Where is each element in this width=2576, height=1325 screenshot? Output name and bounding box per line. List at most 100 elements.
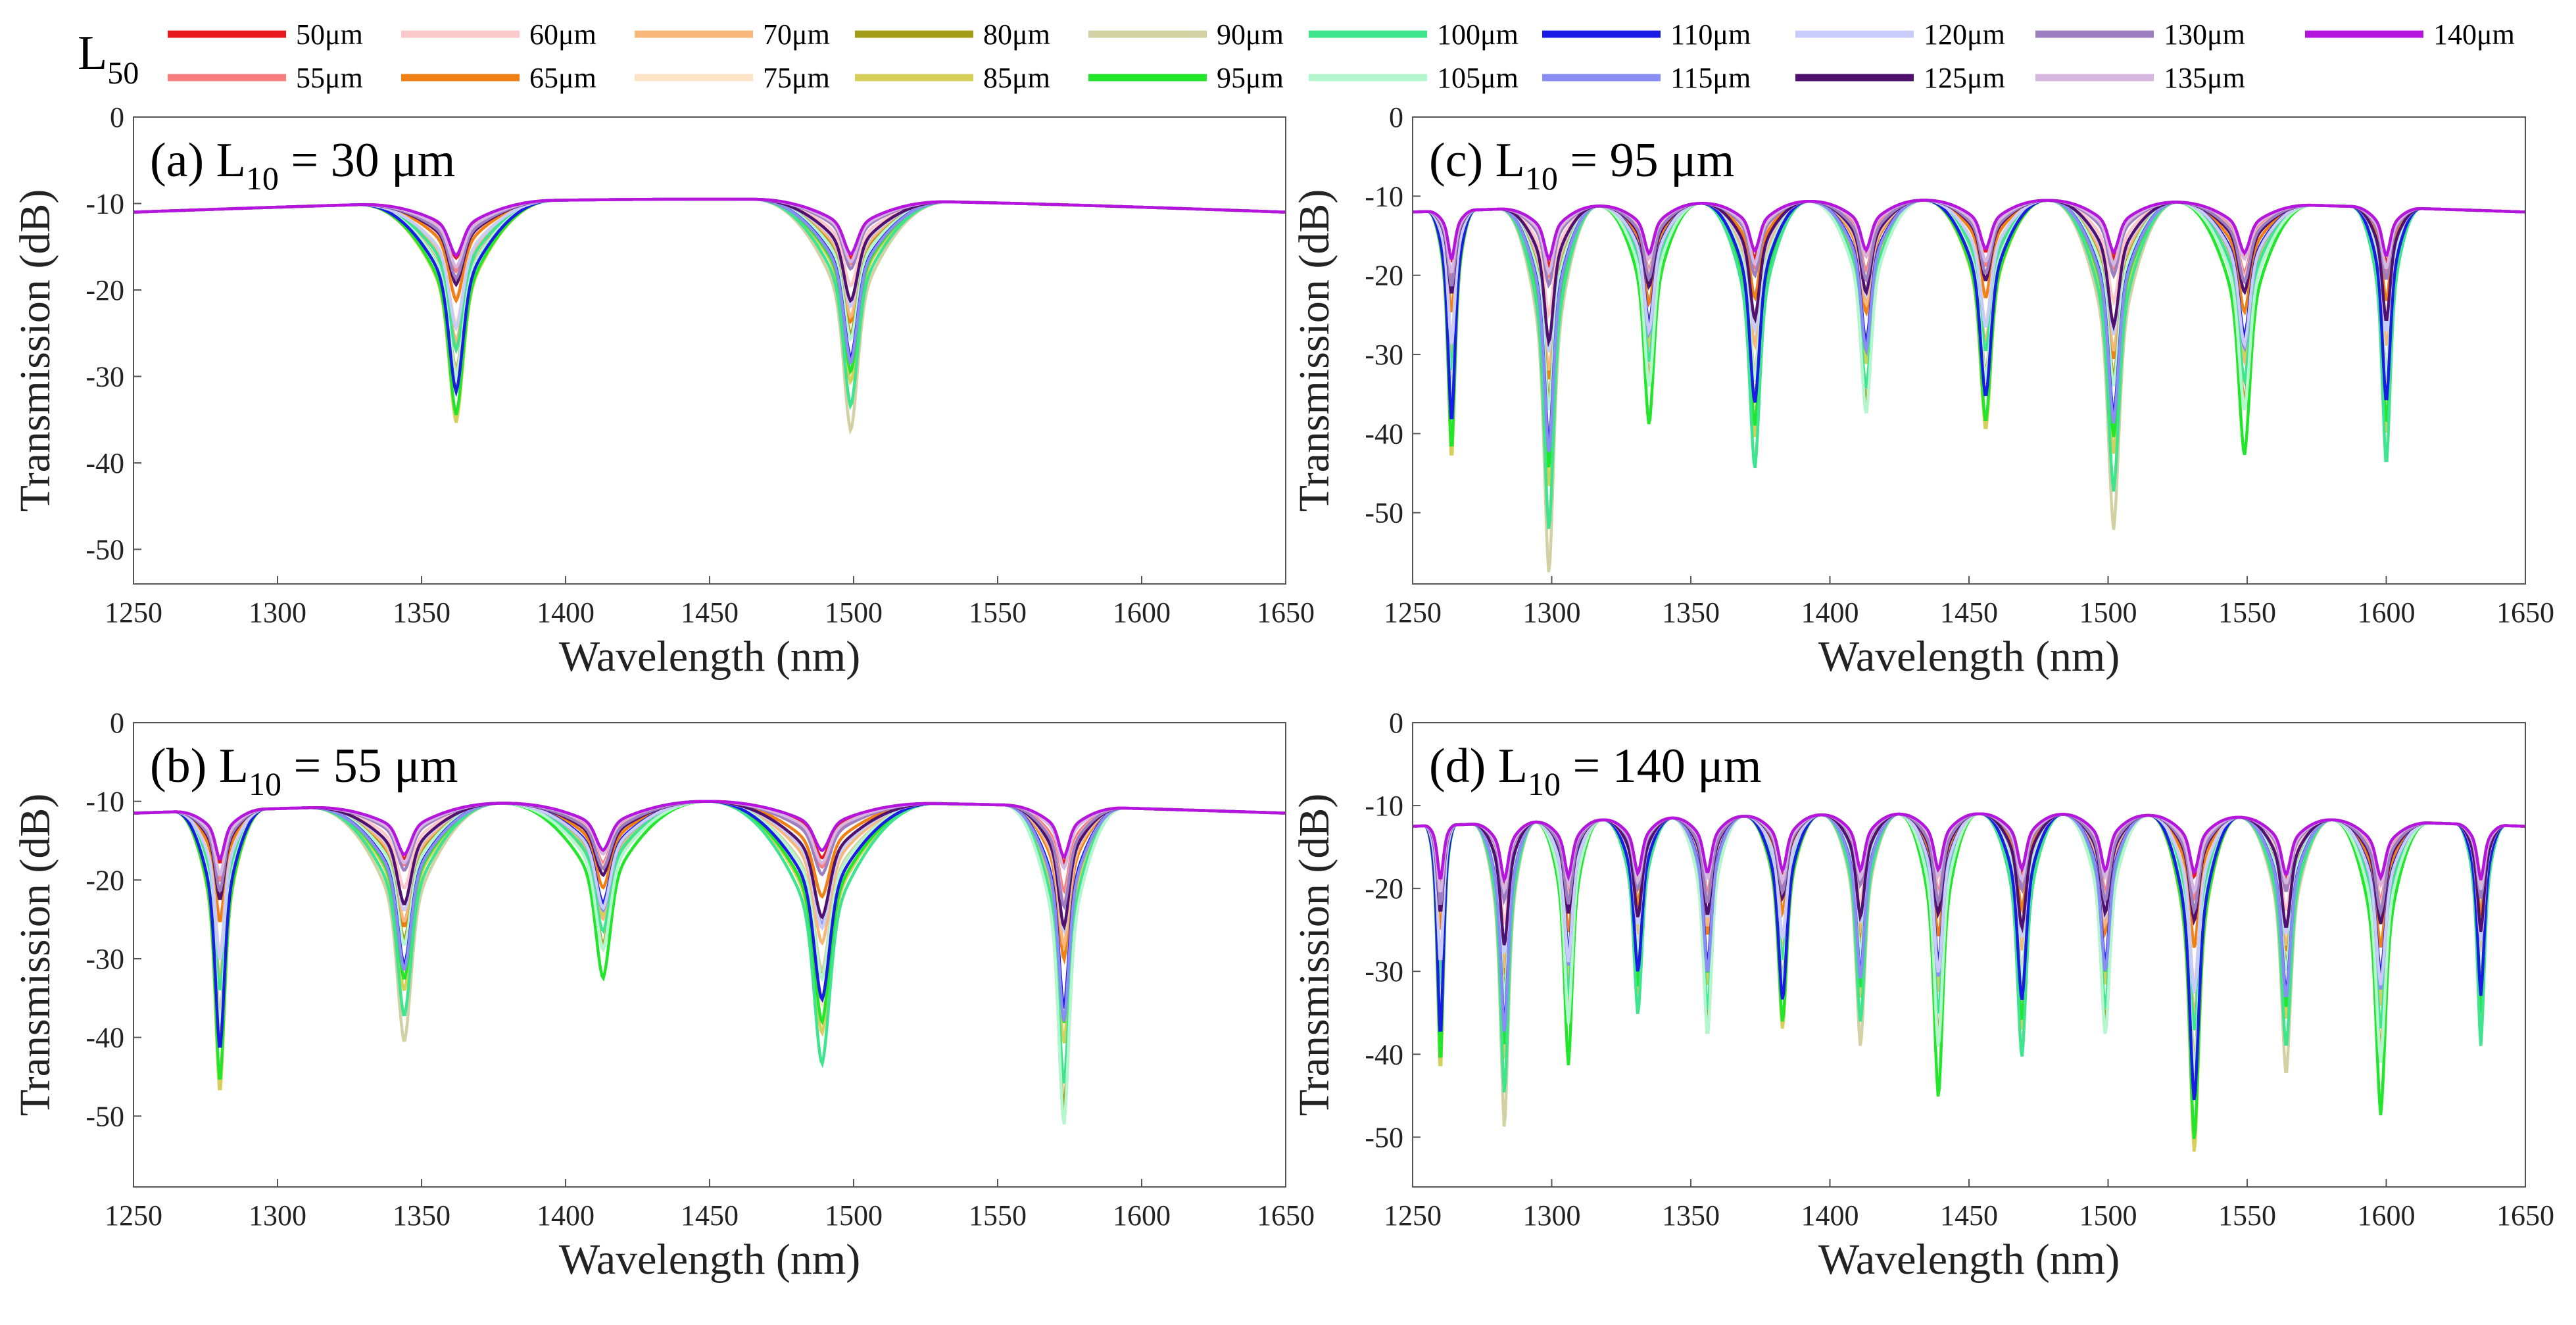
series-line-90μm — [134, 197, 1286, 435]
series-line-120μm — [134, 800, 1286, 960]
legend-item: 55μm — [168, 62, 363, 94]
y-tick-label: -30 — [1365, 955, 1403, 988]
legend-label: 110μm — [1670, 18, 1751, 51]
series-line-65μm — [134, 800, 1286, 965]
series-line-100μm — [134, 800, 1286, 1084]
y-tick-label: -40 — [1365, 1038, 1403, 1071]
series-line-140μm — [1413, 199, 2525, 262]
legend-item: 90μm — [1088, 18, 1284, 51]
y-tick-label: -20 — [85, 274, 124, 306]
curves — [134, 197, 1286, 435]
series-line-85μm — [134, 800, 1286, 1091]
series-line-75μm — [134, 800, 1286, 1020]
series-line-95μm — [134, 197, 1286, 416]
panel-title: (d) L10 = 140 μm — [1429, 739, 1761, 802]
x-tick-label: 1400 — [1801, 596, 1859, 629]
legend-label: 80μm — [983, 18, 1050, 51]
legend-label: 85μm — [983, 62, 1050, 94]
x-axis-label: Wavelength (nm) — [559, 633, 860, 681]
y-tick-label: -50 — [1365, 1121, 1403, 1153]
x-tick-label: 1600 — [2358, 596, 2416, 629]
series-line-140μm — [134, 197, 1286, 258]
x-tick-label: 1650 — [1257, 1199, 1315, 1232]
panel-b: 1250 1300 1350 1400 1450 1500 1550 1600 1650 0 -10… — [11, 707, 1315, 1284]
series-line-55μm — [134, 800, 1286, 894]
series-line-95μm — [134, 800, 1286, 1080]
x-tick-label: 1550 — [2218, 1199, 2276, 1232]
legend-title: L50 — [78, 26, 139, 91]
y-tick-label: -50 — [85, 533, 124, 566]
y-tick-label: -20 — [1365, 260, 1403, 292]
y-tick-label: -10 — [1365, 790, 1403, 822]
legend-item: 50μm — [168, 18, 363, 51]
x-tick-label: 1550 — [969, 1199, 1027, 1232]
x-tick-label: 1600 — [1113, 596, 1171, 629]
x-axis-label: Wavelength (nm) — [1818, 1236, 2120, 1284]
legend-item: 70μm — [635, 18, 830, 51]
series-line-80μm — [134, 800, 1286, 1109]
legend-label: 140μm — [2433, 18, 2515, 51]
series-line-65μm — [134, 197, 1286, 325]
legend-item: 85μm — [855, 62, 1050, 94]
x-tick-label: 1250 — [1384, 1199, 1442, 1232]
legend-label: 125μm — [1924, 62, 2005, 94]
legend-label: 70μm — [763, 18, 830, 51]
x-tick-label: 1650 — [1257, 596, 1315, 629]
series-line-105μm — [134, 197, 1286, 383]
series-line-100μm — [134, 197, 1286, 410]
series-line-110μm — [134, 197, 1286, 398]
series-line-135μm — [134, 197, 1286, 270]
legend-label: 95μm — [1217, 62, 1284, 94]
y-axis-label: Transmission (dB) — [1290, 189, 1338, 512]
panel-d: 1250 1300 1350 1400 1450 1500 1550 1600 1650 0 -10… — [1290, 707, 2554, 1284]
series-line-60μm — [134, 800, 1286, 919]
x-tick-label: 1600 — [2358, 1199, 2416, 1232]
x-tick-label: 1550 — [969, 596, 1027, 629]
x-tick-label: 1250 — [1384, 596, 1442, 629]
x-tick-label: 1450 — [681, 1199, 739, 1232]
series-line-60μm — [134, 197, 1286, 301]
legend-label: 65μm — [529, 62, 596, 94]
legend-item: 95μm — [1088, 62, 1284, 94]
series-line-80μm — [134, 197, 1286, 375]
x-tick-label: 1600 — [1113, 1199, 1171, 1232]
legend-item: 130μm — [2035, 18, 2245, 51]
series-line-70μm — [134, 197, 1286, 346]
x-axis-label: Wavelength (nm) — [559, 1236, 860, 1284]
curves — [1413, 199, 2525, 573]
x-tick-label: 1650 — [2496, 1199, 2554, 1232]
x-tick-label: 1550 — [2218, 596, 2276, 629]
y-axis-label: Transmission (dB) — [11, 189, 59, 512]
legend-label: 120μm — [1924, 18, 2005, 51]
series-line-130μm — [134, 197, 1286, 281]
legend-item: 140μm — [2305, 18, 2515, 51]
series-line-90μm — [134, 800, 1286, 1124]
x-tick-label: 1300 — [1523, 1199, 1581, 1232]
series-line-140μm — [134, 800, 1286, 861]
y-tick-label: -10 — [1365, 180, 1403, 212]
legend-item: 135μm — [2035, 62, 2245, 94]
legend-label: 130μm — [2164, 18, 2245, 51]
legend-label: 135μm — [2164, 62, 2245, 94]
y-tick-label: -20 — [85, 864, 124, 896]
series-line-120μm — [134, 197, 1286, 332]
legend-item: 100μm — [1309, 18, 1519, 51]
legend-label: 60μm — [529, 18, 596, 51]
x-tick-label: 1250 — [105, 1199, 162, 1232]
series-line-55μm — [134, 197, 1286, 274]
panel-title: (b) L10 = 55 μm — [150, 739, 458, 802]
x-tick-label: 1250 — [105, 596, 162, 629]
legend-label: 55μm — [296, 62, 363, 94]
legend-label: 115μm — [1670, 62, 1751, 94]
legend-label: 50μm — [296, 18, 363, 51]
y-axis-label: Transmission (dB) — [11, 794, 59, 1117]
legend-item: 110μm — [1542, 18, 1751, 51]
series-line-115μm — [134, 800, 1286, 1022]
legend-item: 120μm — [1795, 18, 2005, 51]
y-axis-label: Transmission (dB) — [1290, 794, 1338, 1117]
y-tick-label: 0 — [110, 101, 124, 133]
legend-item: 125μm — [1795, 62, 2005, 94]
series-line-105μm — [134, 800, 1286, 1124]
x-tick-label: 1350 — [1662, 596, 1720, 629]
